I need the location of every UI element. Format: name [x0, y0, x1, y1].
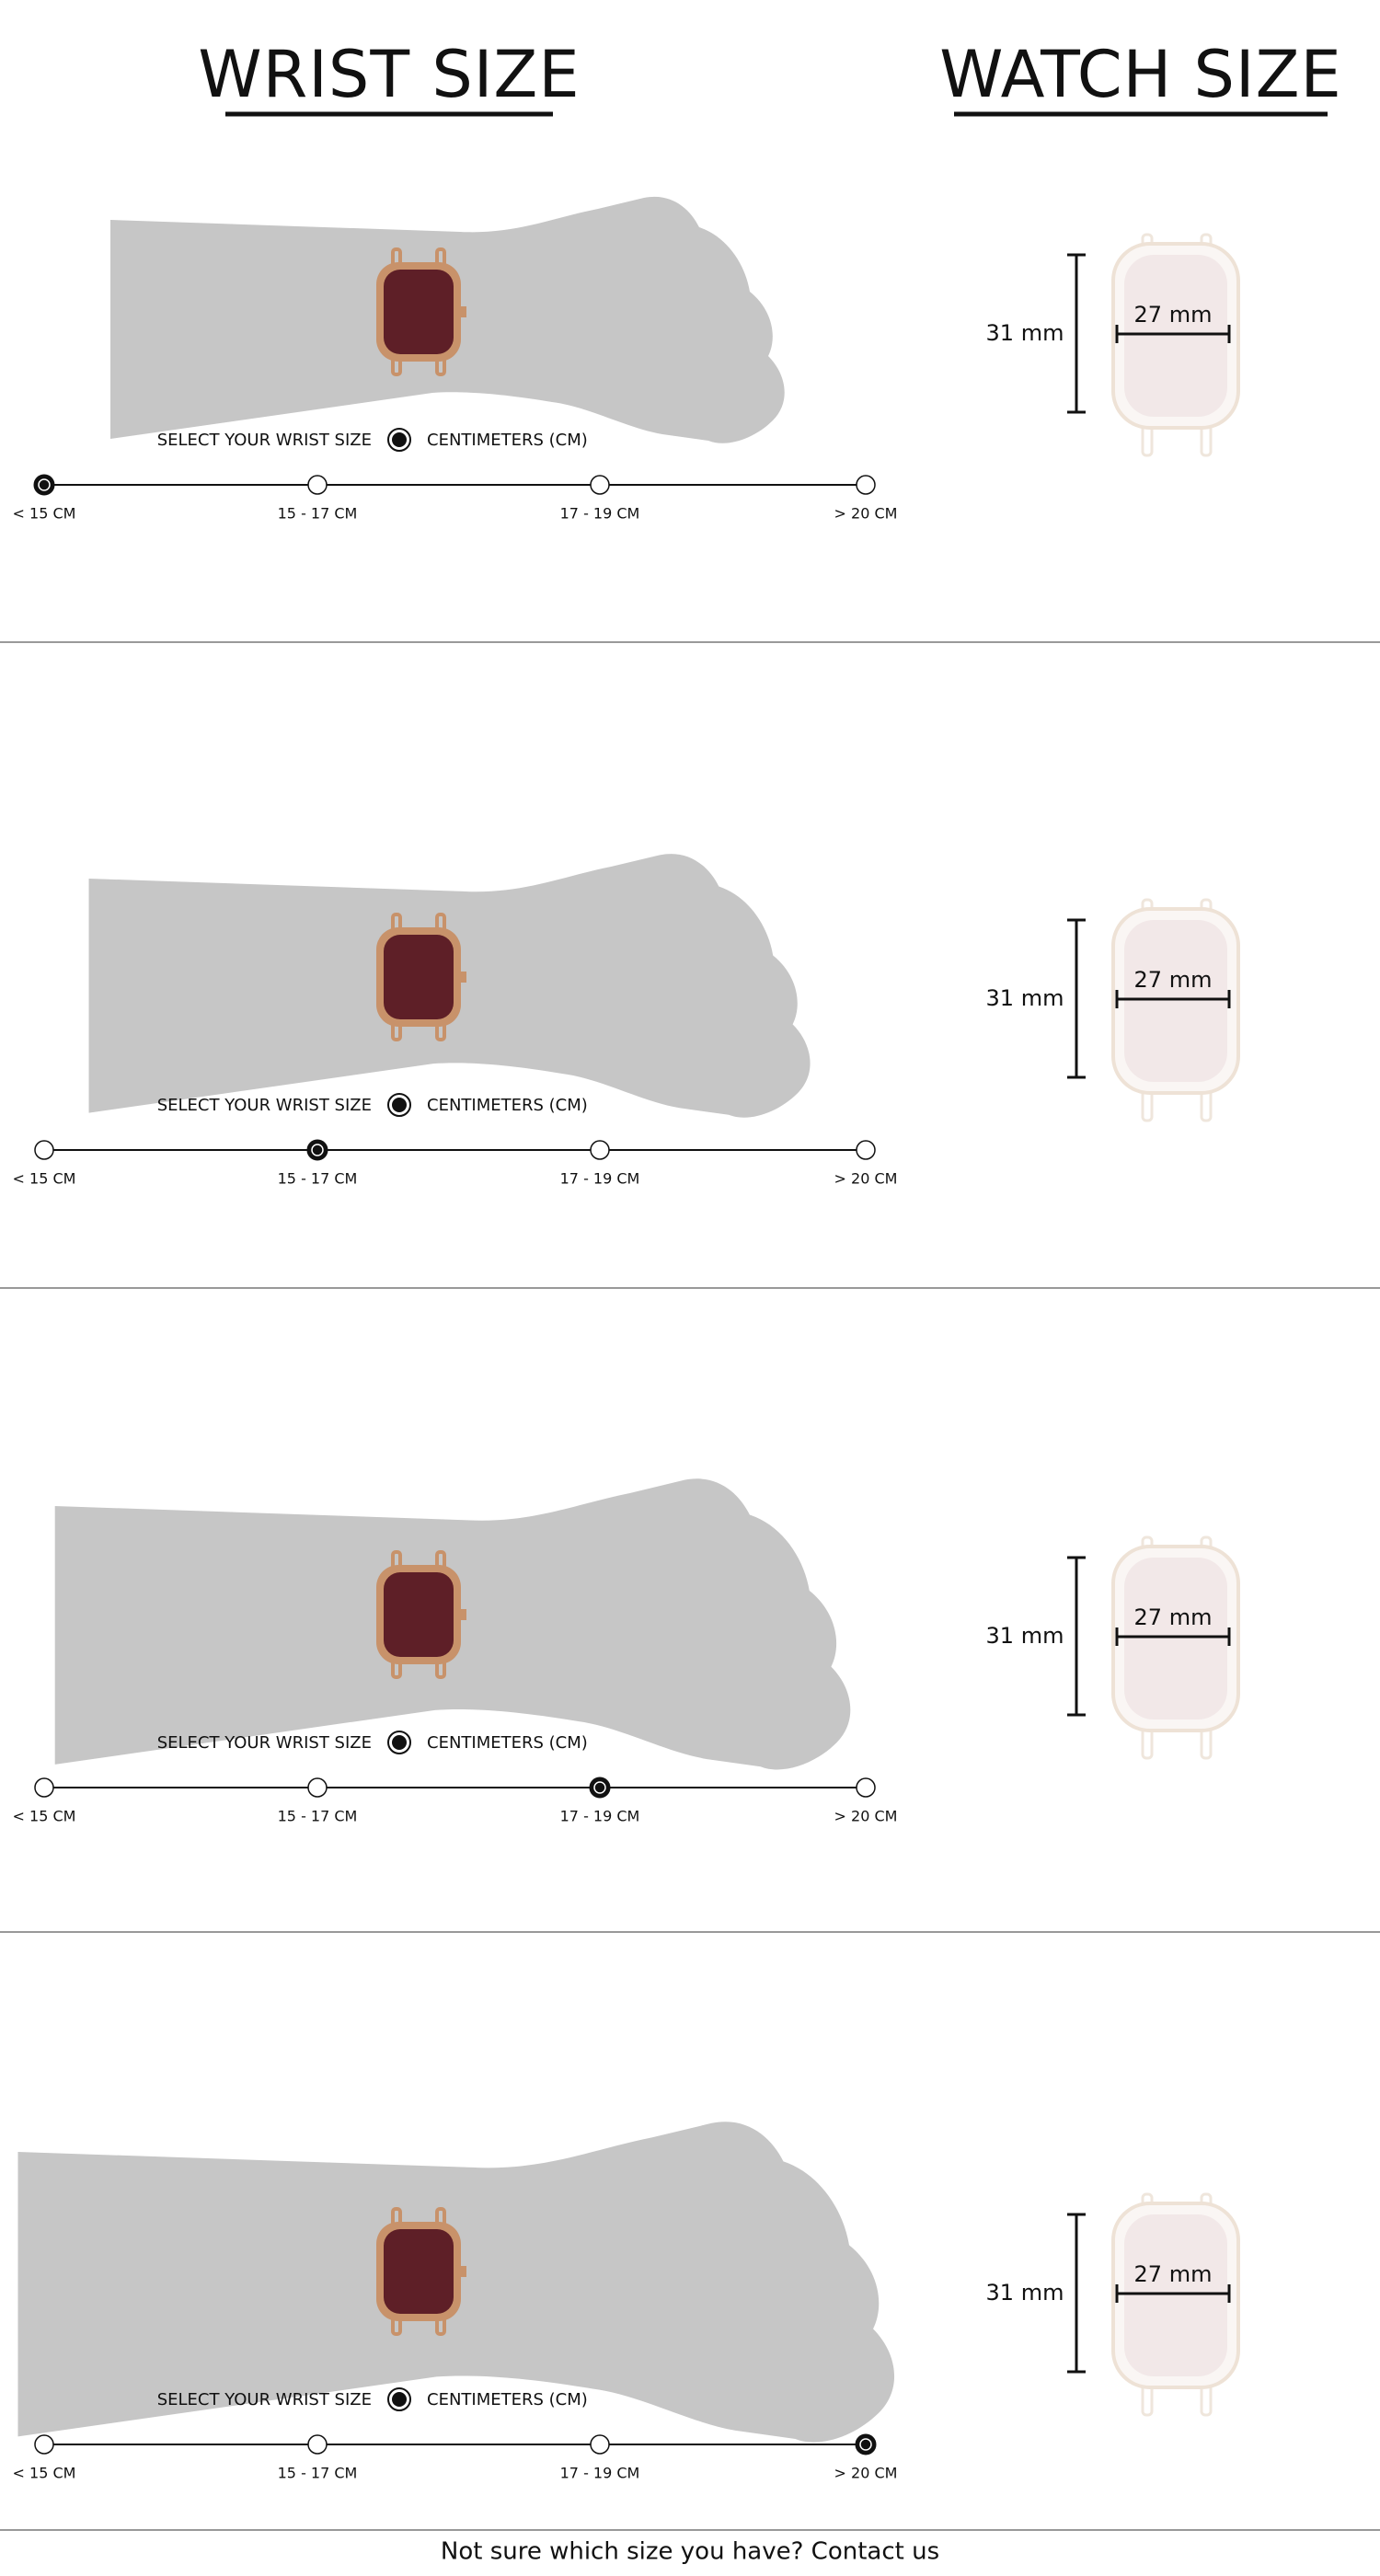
diagram-dial: [1124, 255, 1227, 417]
slider-option[interactable]: [589, 1777, 611, 1799]
watch-on-wrist: [376, 1550, 466, 1679]
prompt: SELECT YOUR WRIST SIZE: [157, 1733, 372, 1753]
watch-dial: [384, 2229, 454, 2314]
slider-option[interactable]: [590, 475, 610, 495]
slider-option[interactable]: [34, 2434, 54, 2455]
unit-radio-dot: [392, 1098, 407, 1112]
option-label[interactable]: 17 - 19 CM: [560, 1808, 640, 1825]
footer[interactable]: Not sure which size you have? Contact us: [441, 2538, 939, 2566]
unit: CENTIMETERS (CM): [427, 1096, 588, 1115]
watch-diagram: 31 mm 27 mm: [986, 2192, 1240, 2417]
diagram-dial: [1124, 2214, 1227, 2376]
slider-option[interactable]: [306, 1139, 328, 1161]
watch-width: 27 mm: [1134, 2261, 1213, 2287]
slider-option-ring: [311, 1144, 324, 1156]
option-label[interactable]: < 15 CM: [13, 1170, 76, 1188]
watch-width: 27 mm: [1134, 1604, 1213, 1630]
option-label[interactable]: < 15 CM: [13, 2465, 76, 2482]
slider-option[interactable]: [856, 1777, 876, 1798]
prompt: SELECT YOUR WRIST SIZE: [157, 2390, 372, 2409]
watch-width: 27 mm: [1134, 302, 1213, 328]
watch-height: 31 mm: [986, 2280, 1064, 2306]
slider-option[interactable]: [307, 1777, 328, 1798]
watch-on-wrist: [376, 913, 466, 1041]
watch-diagram: 31 mm 27 mm: [986, 233, 1240, 457]
slider-option[interactable]: [590, 2434, 610, 2455]
size-panel: SELECT YOUR WRIST SIZE CENTIMETERS (CM) < …: [13, 854, 1240, 1188]
watch-crown: [461, 972, 466, 983]
option-label[interactable]: > 20 CM: [834, 505, 898, 523]
slider-option[interactable]: [33, 474, 55, 496]
diagram-dial: [1124, 1558, 1227, 1719]
watch-crown: [461, 306, 466, 317]
option-label[interactable]: 17 - 19 CM: [560, 1170, 640, 1188]
unit-radio-dot: [392, 2392, 407, 2407]
slider-option-ring: [593, 1781, 606, 1794]
option-label[interactable]: < 15 CM: [13, 1808, 76, 1825]
slider-option[interactable]: [855, 2433, 877, 2455]
watch-diagram: 31 mm 27 mm: [986, 1535, 1240, 1760]
prompt: SELECT YOUR WRIST SIZE: [157, 431, 372, 450]
slider-option[interactable]: [307, 2434, 328, 2455]
watch-diagram: 31 mm 27 mm: [986, 898, 1240, 1122]
unit: CENTIMETERS (CM): [427, 2390, 588, 2409]
option-label[interactable]: 17 - 19 CM: [560, 505, 640, 523]
slider-option[interactable]: [307, 475, 328, 495]
watch-crown: [461, 2266, 466, 2277]
watch-crown: [461, 1609, 466, 1620]
option-label[interactable]: < 15 CM: [13, 505, 76, 523]
option-label[interactable]: 15 - 17 CM: [278, 2465, 358, 2482]
unit: CENTIMETERS (CM): [427, 431, 588, 450]
unit-radio-dot: [392, 432, 407, 447]
slider-option[interactable]: [590, 1140, 610, 1160]
diagram-dial: [1124, 920, 1227, 1082]
size-panel: SELECT YOUR WRIST SIZE CENTIMETERS (CM) < …: [13, 196, 1240, 523]
watch-on-wrist: [376, 2207, 466, 2336]
prompt: SELECT YOUR WRIST SIZE: [157, 1096, 372, 1115]
option-label[interactable]: 15 - 17 CM: [278, 1808, 358, 1825]
unit-radio-dot: [392, 1735, 407, 1750]
watch-width: 27 mm: [1134, 967, 1213, 993]
unit: CENTIMETERS (CM): [427, 1733, 588, 1753]
watch-on-wrist: [376, 247, 466, 376]
option-label[interactable]: > 20 CM: [834, 1170, 898, 1188]
size-panel: SELECT YOUR WRIST SIZE CENTIMETERS (CM) < …: [13, 2122, 1240, 2482]
watch-dial: [384, 1572, 454, 1657]
wrist-title: WRIST SIZE: [198, 37, 580, 112]
slider-option-ring: [859, 2438, 872, 2451]
watch-dial: [384, 270, 454, 354]
watch-height: 31 mm: [986, 1623, 1064, 1649]
slider-option[interactable]: [856, 475, 876, 495]
option-label[interactable]: 17 - 19 CM: [560, 2465, 640, 2482]
slider-option[interactable]: [856, 1140, 876, 1160]
watch-dial: [384, 935, 454, 1019]
watch-height: 31 mm: [986, 985, 1064, 1011]
option-label[interactable]: > 20 CM: [834, 1808, 898, 1825]
watch-title: WATCH SIZE: [939, 37, 1342, 112]
slider-option-ring: [38, 478, 51, 491]
watch-height: 31 mm: [986, 320, 1064, 346]
option-label[interactable]: > 20 CM: [834, 2465, 898, 2482]
size-panel: SELECT YOUR WRIST SIZE CENTIMETERS (CM) < …: [13, 1478, 1240, 1825]
slider-option[interactable]: [34, 1777, 54, 1798]
option-label[interactable]: 15 - 17 CM: [278, 1170, 358, 1188]
option-label[interactable]: 15 - 17 CM: [278, 505, 358, 523]
slider-option[interactable]: [34, 1140, 54, 1160]
